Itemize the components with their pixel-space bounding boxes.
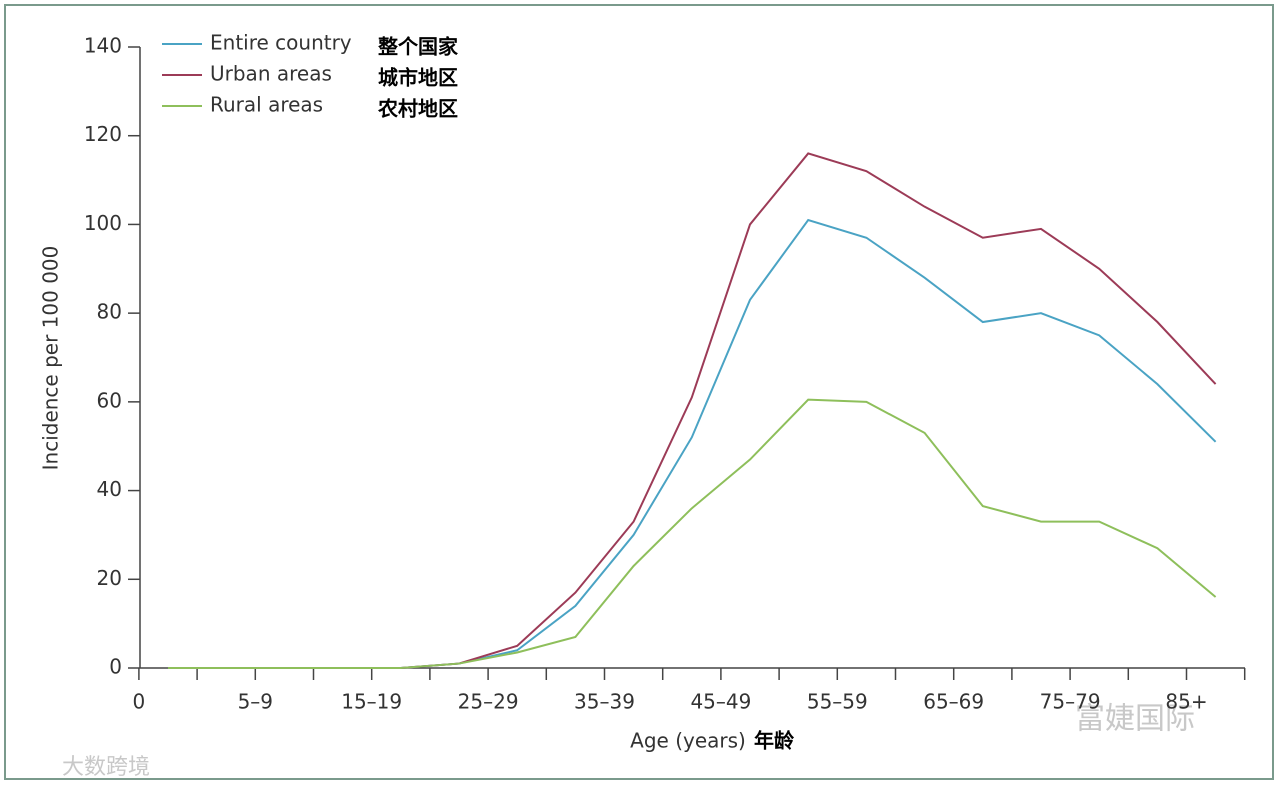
y-tick-label: 100: [84, 211, 122, 235]
y-tick-label: 120: [84, 122, 122, 146]
watermark: 富婕国际: [1075, 702, 1195, 737]
legend-label: Urban areas: [210, 62, 332, 86]
y-tick-label: 140: [84, 34, 122, 58]
x-tick-label: 15–19: [341, 690, 402, 714]
watermark: 大数跨境: [62, 755, 150, 780]
legend-label: Rural areas: [210, 93, 323, 117]
x-tick-label: 85+: [1165, 690, 1207, 714]
y-tick-label: 60: [97, 388, 122, 412]
x-tick-label: 35–39: [574, 690, 635, 714]
frame: [4, 4, 1274, 780]
legend-label: Entire country: [210, 31, 352, 55]
x-tick-label: 5–9: [238, 690, 273, 714]
series-line: [168, 398, 1217, 669]
x-tick-label: 65–69: [923, 690, 984, 714]
x-tick-label: 25–29: [458, 690, 519, 714]
y-tick-label: 0: [109, 655, 122, 679]
legend-annotation: 整个国家: [377, 35, 459, 59]
y-tick-label: 80: [97, 300, 122, 324]
x-tick-label: 55–59: [807, 690, 868, 714]
y-tick-label: 20: [97, 566, 122, 590]
x-axis-label: Age (years): [630, 729, 746, 753]
x-tick-label: 0: [133, 690, 146, 714]
legend-annotation: 城市地区: [378, 66, 458, 90]
x-axis-annotation: 年龄: [754, 729, 795, 753]
y-tick-label: 40: [97, 477, 122, 501]
y-axis-label: Incidence per 100 000: [39, 246, 63, 471]
series-line: [168, 152, 1217, 669]
x-tick-label: 75–79: [1040, 690, 1101, 714]
x-tick-label: 45–49: [690, 690, 751, 714]
legend-annotation: 农村地区: [377, 97, 458, 121]
series-line: [168, 218, 1217, 669]
